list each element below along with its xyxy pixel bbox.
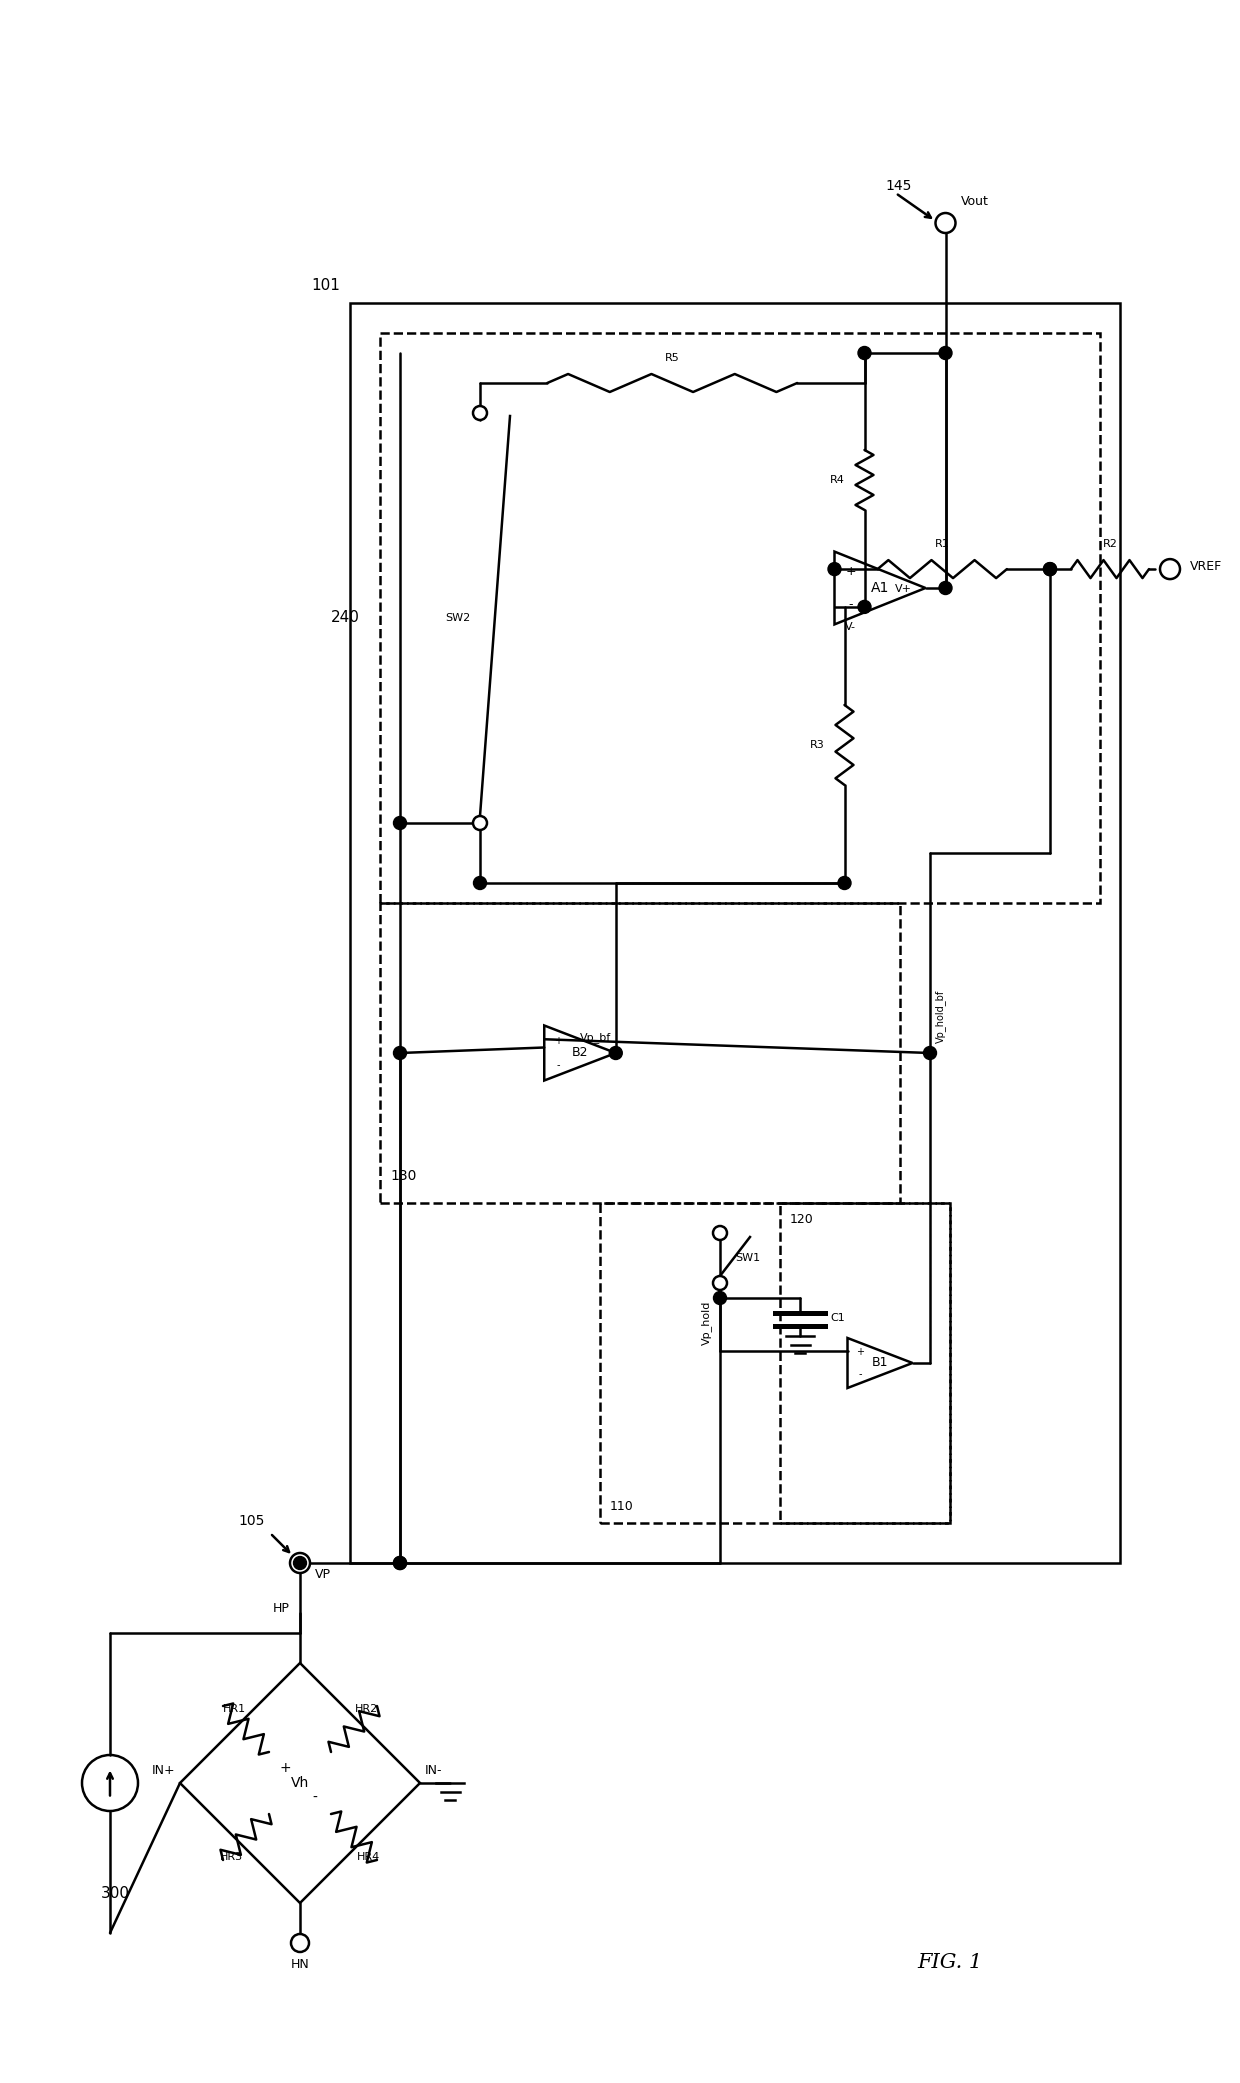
Text: +: + [856, 1348, 864, 1356]
Text: A1: A1 [870, 581, 889, 596]
Circle shape [294, 1556, 306, 1568]
Text: -: - [848, 598, 853, 610]
Circle shape [609, 1046, 622, 1060]
Text: 130: 130 [391, 1169, 417, 1183]
Text: Vp_bf: Vp_bf [579, 1031, 611, 1044]
Bar [379, 333, 1100, 904]
Text: HR1: HR1 [222, 1704, 246, 1714]
Circle shape [924, 1046, 936, 1060]
Circle shape [393, 1556, 407, 1568]
Text: HP: HP [273, 1602, 290, 1614]
Text: Vout: Vout [961, 196, 988, 208]
Text: Vp_hold: Vp_hold [701, 1302, 712, 1346]
Text: B2: B2 [572, 1046, 588, 1060]
Text: -: - [557, 1060, 559, 1071]
Text: Vh: Vh [291, 1777, 309, 1789]
Circle shape [713, 1227, 727, 1239]
Text: 240: 240 [331, 610, 360, 625]
Circle shape [393, 1556, 407, 1568]
Text: R1: R1 [935, 539, 950, 550]
Circle shape [290, 1554, 310, 1573]
Text: HR4: HR4 [357, 1852, 381, 1862]
Circle shape [472, 406, 487, 421]
Text: 110: 110 [610, 1500, 634, 1512]
Text: IN-: IN- [425, 1764, 443, 1777]
Text: FIG. 1: FIG. 1 [918, 1954, 982, 1973]
Circle shape [291, 1933, 309, 1952]
Circle shape [713, 1277, 727, 1289]
Text: HN: HN [290, 1958, 309, 1971]
Bar [379, 904, 900, 1204]
Text: 300: 300 [100, 1885, 130, 1900]
Text: 145: 145 [885, 179, 911, 194]
Bar [780, 1204, 950, 1523]
Circle shape [393, 817, 407, 829]
Circle shape [393, 1046, 407, 1060]
Text: Vp_hold_bf: Vp_hold_bf [935, 989, 946, 1044]
Circle shape [472, 817, 487, 829]
Circle shape [838, 877, 851, 889]
Text: -: - [312, 1791, 317, 1806]
Text: B1: B1 [872, 1356, 888, 1369]
Text: R3: R3 [810, 739, 825, 750]
Text: R4: R4 [830, 475, 844, 485]
Text: SW1: SW1 [735, 1254, 760, 1262]
Circle shape [939, 581, 952, 594]
Circle shape [828, 562, 841, 575]
Text: IN+: IN+ [151, 1764, 175, 1777]
Text: +: + [279, 1760, 291, 1775]
Text: +: + [554, 1035, 562, 1046]
Text: VREF: VREF [1190, 560, 1223, 573]
Circle shape [939, 346, 952, 360]
Text: -: - [858, 1369, 862, 1379]
Text: +: + [846, 564, 856, 577]
Circle shape [474, 877, 486, 889]
Text: 120: 120 [790, 1212, 813, 1227]
Circle shape [1159, 558, 1180, 579]
Text: 101: 101 [311, 277, 340, 294]
Text: HR3: HR3 [219, 1852, 243, 1862]
Circle shape [858, 346, 870, 360]
Bar [350, 302, 1120, 1562]
Circle shape [713, 1291, 727, 1304]
Circle shape [858, 600, 870, 612]
Text: VP: VP [315, 1568, 331, 1581]
Text: 105: 105 [238, 1514, 265, 1529]
Text: HR2: HR2 [355, 1704, 378, 1714]
Circle shape [1044, 562, 1056, 575]
Text: C1: C1 [830, 1312, 844, 1323]
Text: SW2: SW2 [445, 612, 470, 623]
Circle shape [935, 212, 956, 233]
Text: R5: R5 [665, 352, 680, 362]
Text: R2: R2 [1102, 539, 1117, 550]
Circle shape [1044, 562, 1056, 575]
Text: V+: V+ [894, 583, 911, 594]
Text: V-: V- [844, 623, 856, 631]
Bar [600, 1204, 950, 1523]
